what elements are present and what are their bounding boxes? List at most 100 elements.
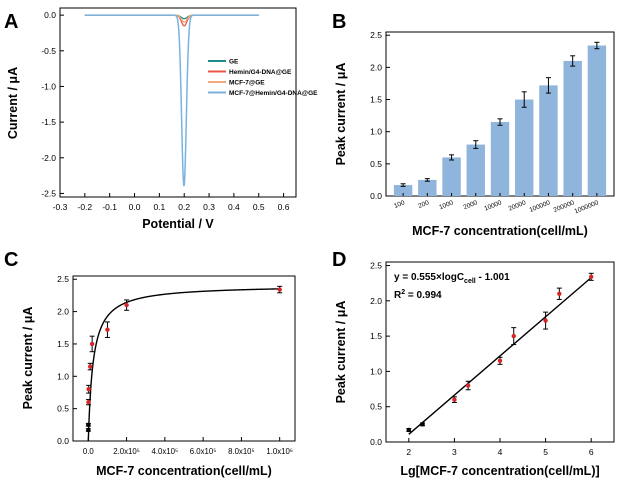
panel-a-frame	[59, 7, 297, 198]
panel-d-ylabel: Peak current / μA	[334, 301, 348, 404]
panel-d-xlabel: Lg[MCF-7 concentration(cell/mL)]	[400, 464, 599, 478]
panel-a-ytick-label: -2.5	[41, 188, 56, 198]
panel-d-ytick-label: 0.5	[370, 402, 382, 412]
panel-b-bar	[490, 122, 510, 196]
panel-a-ytick-label: -0.5	[41, 46, 56, 56]
panel-d-xtick-label: 6	[589, 447, 594, 457]
panel-d-point	[465, 383, 471, 388]
panel-d: D 0.0 0.5 1.0 1.5 2.0 2.5 2 3 4 5 6 y = 0.555×logC…	[332, 249, 615, 478]
panel-b-letter: B	[332, 11, 346, 33]
panel-d-ytick-label: 1.5	[370, 331, 382, 341]
panel-d-letter: D	[332, 249, 346, 271]
panel-b-xlabel: MCF-7 concentration(cell/mL)	[412, 224, 588, 238]
panel-c-ytick-label: 2.5	[57, 274, 69, 284]
panel-c-xtick-label: 6.0x10⁵	[190, 447, 217, 456]
panel-a-legend-label-ge: GE	[229, 59, 239, 66]
panel-a-xtick-label: 0.1	[153, 202, 165, 212]
panel-a-xtick-label: 0.2	[178, 202, 190, 212]
panel-a-xtick-label: -0.1	[102, 202, 117, 212]
panel-b-bar	[442, 157, 461, 196]
panel-c-point	[277, 287, 282, 292]
panel-a-ylabel: Current / μA	[6, 67, 20, 139]
panel-d-point	[511, 333, 516, 339]
panel-a-ytick-label: -2.0	[41, 153, 56, 163]
panel-d-ytick-label: 1.0	[370, 366, 382, 376]
panel-d-fit-line	[408, 277, 592, 435]
panel-d-point	[452, 397, 457, 402]
panel-c-letter: C	[4, 249, 18, 271]
panel-b-bar	[563, 60, 582, 196]
panel-c-point	[86, 427, 91, 433]
panel-b-ylabel: Peak current / μA	[334, 63, 348, 166]
panel-d-point	[406, 427, 411, 433]
panel-d-point	[589, 274, 594, 280]
panel-b-bar	[539, 85, 558, 196]
panel-c-ytick-label: 2.0	[57, 307, 69, 317]
panel-a-xtick-label: 0.3	[203, 202, 215, 212]
panel-b-bar	[418, 179, 437, 196]
panel-c-xtick-label: 1.0x10⁶	[266, 447, 293, 456]
panel-b-bar	[466, 144, 485, 196]
panel-a-ytick-label: -1.5	[41, 117, 56, 127]
panel-a-xtick-label: 0.5	[253, 202, 265, 212]
panel-a-xtick-label: -0.2	[78, 202, 93, 212]
panel-c-xlabel: MCF-7 concentration(cell/mL)	[96, 464, 272, 478]
panel-d-r-squared: R2 = 0.994	[394, 289, 442, 301]
panel-b-bar	[515, 99, 534, 196]
panel-a-xtick-label: 0.4	[228, 202, 240, 212]
panel-b-xtick-label: 200	[417, 199, 430, 210]
panel-c-xtick-label: 8.0x10⁵	[228, 447, 255, 456]
panel-b-ytick-label: 1.0	[370, 127, 382, 137]
panel-a-ytick-label: 0.0	[44, 10, 56, 20]
panel-c-xtick-label: 0.0	[83, 447, 95, 456]
panel-b-ytick-label: 1.5	[370, 95, 382, 105]
panel-b-bar	[587, 45, 607, 196]
panel-c-point	[86, 399, 91, 405]
panel-c-point	[86, 422, 91, 428]
panel-c-fit-curve	[87, 288, 280, 441]
panel-c-xtick-label: 4.0x10⁵	[152, 447, 179, 456]
panel-c-point	[86, 387, 91, 392]
panel-d-point	[497, 358, 503, 364]
panel-d-ytick-label: 2.0	[370, 296, 382, 306]
panel-d-ytick-label: 2.5	[370, 261, 382, 271]
panel-a: A 0.0 -0.5 -1.0 -1.5 -2.0 -2.5 -0.3 -0.2 -0.1 0.0…	[4, 7, 318, 231]
panel-d-point	[543, 318, 548, 323]
panel-c-ytick-label: 0.0	[57, 436, 69, 446]
panel-b: B 0.00.51.01.52.02.5 100 200 1000 2000 10000…	[332, 11, 615, 238]
panel-b-ytick-label: 0.0	[370, 191, 382, 201]
panel-d-point	[557, 291, 562, 296]
panel-d-point	[420, 422, 425, 427]
panel-d-xtick-label: 4	[498, 447, 503, 457]
panel-d-xtick-label: 5	[543, 447, 548, 457]
panel-c-point	[89, 341, 95, 347]
panel-d-ytick-label: 0.0	[370, 437, 382, 447]
panel-c-ytick-label: 1.5	[57, 339, 69, 349]
panel-a-legend-label-mcf-7-ge: MCF-7@GE	[229, 80, 265, 87]
panel-b-ytick-label: 0.5	[370, 159, 382, 169]
panel-b-ytick-label: 2.5	[370, 30, 382, 40]
panel-a-letter: A	[4, 11, 18, 33]
panel-c-point	[88, 364, 93, 369]
panel-c-ytick-label: 1.0	[57, 371, 69, 381]
panel-a-legend-label-hemin-g4-dna-ge: Hemin/G4-DNA@GE	[229, 69, 292, 76]
panel-a-xtick-label: -0.3	[53, 202, 68, 212]
panel-a-xtick-label: 0.6	[278, 202, 290, 212]
panel-c-frame	[72, 275, 296, 442]
panel-d-xtick-label: 3	[452, 447, 457, 457]
panel-a-series-mcf-7-hemin-g4-dna-ge	[84, 14, 259, 187]
panel-c-ytick-label: 0.5	[57, 404, 69, 414]
panel-c: C 0.0 0.5 1.0 1.5 2.0 2.5 0.0 2.0x10⁵ 4.0x10⁵ 6.0…	[4, 249, 296, 478]
panel-c-ylabel: Peak current / μA	[21, 307, 35, 410]
panel-d-xtick-label: 2	[406, 447, 411, 457]
panel-b-xtick-label: 100	[393, 199, 406, 210]
panel-a-ytick-label: -1.0	[41, 81, 56, 91]
panel-c-point	[105, 327, 110, 332]
panel-c-xtick-label: 2.0x10⁵	[113, 447, 140, 456]
panel-a-xtick-label: 0.0	[129, 202, 141, 212]
panel-a-legend-label-mcf-7-hemin-g4-dna-ge: MCF-7@Hemin/G4-DNA@GE	[229, 90, 318, 97]
panel-b-bar	[393, 185, 413, 196]
panel-d-equation: y = 0.555×logCcell - 1.001	[394, 272, 510, 285]
panel-a-xlabel: Potential / V	[142, 217, 214, 231]
